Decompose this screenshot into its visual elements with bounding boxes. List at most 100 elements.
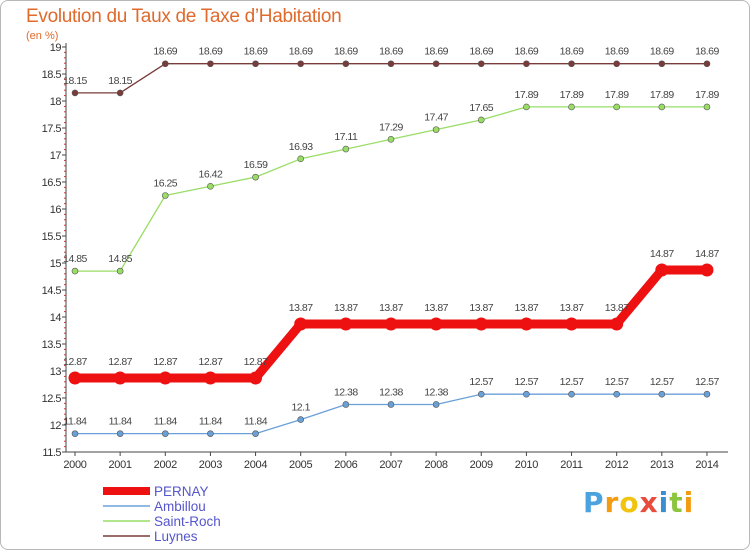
data-point [565, 317, 579, 331]
data-label: 17.29 [379, 121, 403, 133]
data-point [523, 390, 530, 398]
data-point [161, 60, 169, 68]
x-tick-label: 2009 [470, 459, 493, 471]
data-point [432, 401, 440, 408]
data-label: 16.59 [244, 159, 268, 171]
logo-letter: t [669, 486, 684, 519]
data-label: 12.1 [291, 402, 310, 414]
logo-letter: i [658, 486, 670, 519]
data-label: 13.87 [515, 302, 539, 314]
data-point [387, 136, 395, 143]
data-point [523, 60, 530, 68]
data-label: 17.89 [560, 89, 584, 101]
data-point [68, 371, 82, 385]
x-tick-label: 2006 [334, 459, 357, 471]
data-label: 14.87 [695, 248, 719, 260]
data-label: 18.69 [244, 46, 268, 58]
data-label: 18.69 [379, 46, 403, 58]
x-tick-label: 2011 [560, 459, 583, 471]
x-tick-label: 2003 [199, 459, 222, 471]
data-label: 16.25 [153, 178, 177, 190]
data-point [568, 103, 575, 111]
data-point [384, 317, 398, 331]
data-label: 16.93 [289, 141, 313, 153]
data-point [297, 416, 305, 423]
data-point [432, 126, 440, 133]
data-point [339, 317, 353, 331]
y-tick-label: 12.5 [42, 393, 62, 405]
y-tick-label: 14.5 [42, 285, 62, 297]
data-point [207, 430, 214, 437]
data-label: 12.57 [560, 376, 584, 388]
data-label: 12.87 [63, 356, 87, 368]
data-label: 14.87 [650, 248, 674, 260]
data-label: 11.84 [154, 416, 178, 428]
series-ambillou: 11.84 11.84 11.84 11.84 11.84 12.1 12.38 12.38 1… [64, 376, 720, 437]
data-label: 18.69 [289, 46, 313, 58]
data-point [113, 371, 127, 385]
data-label: 18.15 [108, 75, 132, 87]
y-tick-label: 13 [50, 366, 62, 378]
data-label: 14.85 [63, 253, 87, 265]
data-point [519, 317, 533, 331]
data-point [116, 267, 124, 275]
data-label: 13.87 [379, 302, 403, 314]
data-label: 18.69 [199, 46, 223, 58]
data-point [294, 317, 308, 331]
data-label: 18.69 [605, 46, 629, 58]
data-point [207, 183, 214, 190]
legend-entry: Saint-Roch [154, 514, 221, 529]
y-tick-label: 12 [50, 420, 62, 432]
chart-unit-label: (en %) [26, 30, 59, 42]
data-point [342, 401, 350, 408]
y-tick-label: 18 [50, 96, 62, 108]
data-label: 12.38 [334, 386, 358, 398]
data-label: 13.87 [469, 302, 493, 314]
x-tick-label: 2013 [650, 459, 673, 471]
data-label: 12.87 [199, 356, 223, 368]
data-label: 12.38 [424, 386, 448, 398]
data-point [252, 430, 259, 437]
data-label: 12.57 [650, 376, 674, 388]
x-tick-label: 2014 [695, 459, 718, 471]
data-point [297, 60, 305, 68]
data-point [474, 317, 488, 331]
y-tick-label: 18.5 [42, 69, 62, 81]
data-label: 16.42 [199, 168, 223, 180]
data-point [655, 263, 669, 277]
y-tick-label: 17.5 [42, 123, 62, 135]
data-point [432, 60, 440, 68]
proxiti-logo: Proxiti [583, 486, 694, 519]
data-point [610, 317, 624, 331]
logo-letter: r [604, 486, 620, 519]
data-point [703, 103, 711, 111]
data-point [387, 401, 395, 408]
y-tick-label: 13.5 [42, 339, 62, 351]
x-tick-label: 2001 [108, 459, 131, 471]
data-label: 12.57 [515, 376, 539, 388]
data-point [342, 60, 350, 68]
logo-letter: o [619, 486, 640, 519]
y-tick-label: 16.5 [42, 177, 62, 189]
data-point [342, 145, 350, 153]
data-label: 12.87 [153, 356, 177, 368]
data-label: 18.69 [560, 46, 584, 58]
data-label: 13.87 [560, 302, 584, 314]
y-tick-label: 16 [50, 204, 62, 216]
data-point [161, 192, 169, 199]
data-label: 12.87 [108, 356, 132, 368]
data-point [207, 60, 214, 68]
data-point [116, 89, 124, 97]
data-label: 17.65 [469, 102, 493, 114]
data-point [71, 89, 79, 97]
data-label: 17.89 [650, 89, 674, 101]
data-point [613, 390, 620, 398]
data-point [252, 173, 259, 181]
legend-entry: Luynes [154, 529, 198, 544]
data-point [116, 430, 124, 437]
data-label: 17.11 [334, 131, 358, 143]
data-label: 11.84 [64, 416, 88, 428]
data-label: 17.47 [424, 112, 448, 124]
x-tick-label: 2002 [154, 459, 177, 471]
x-tick-label: 2004 [244, 459, 267, 471]
